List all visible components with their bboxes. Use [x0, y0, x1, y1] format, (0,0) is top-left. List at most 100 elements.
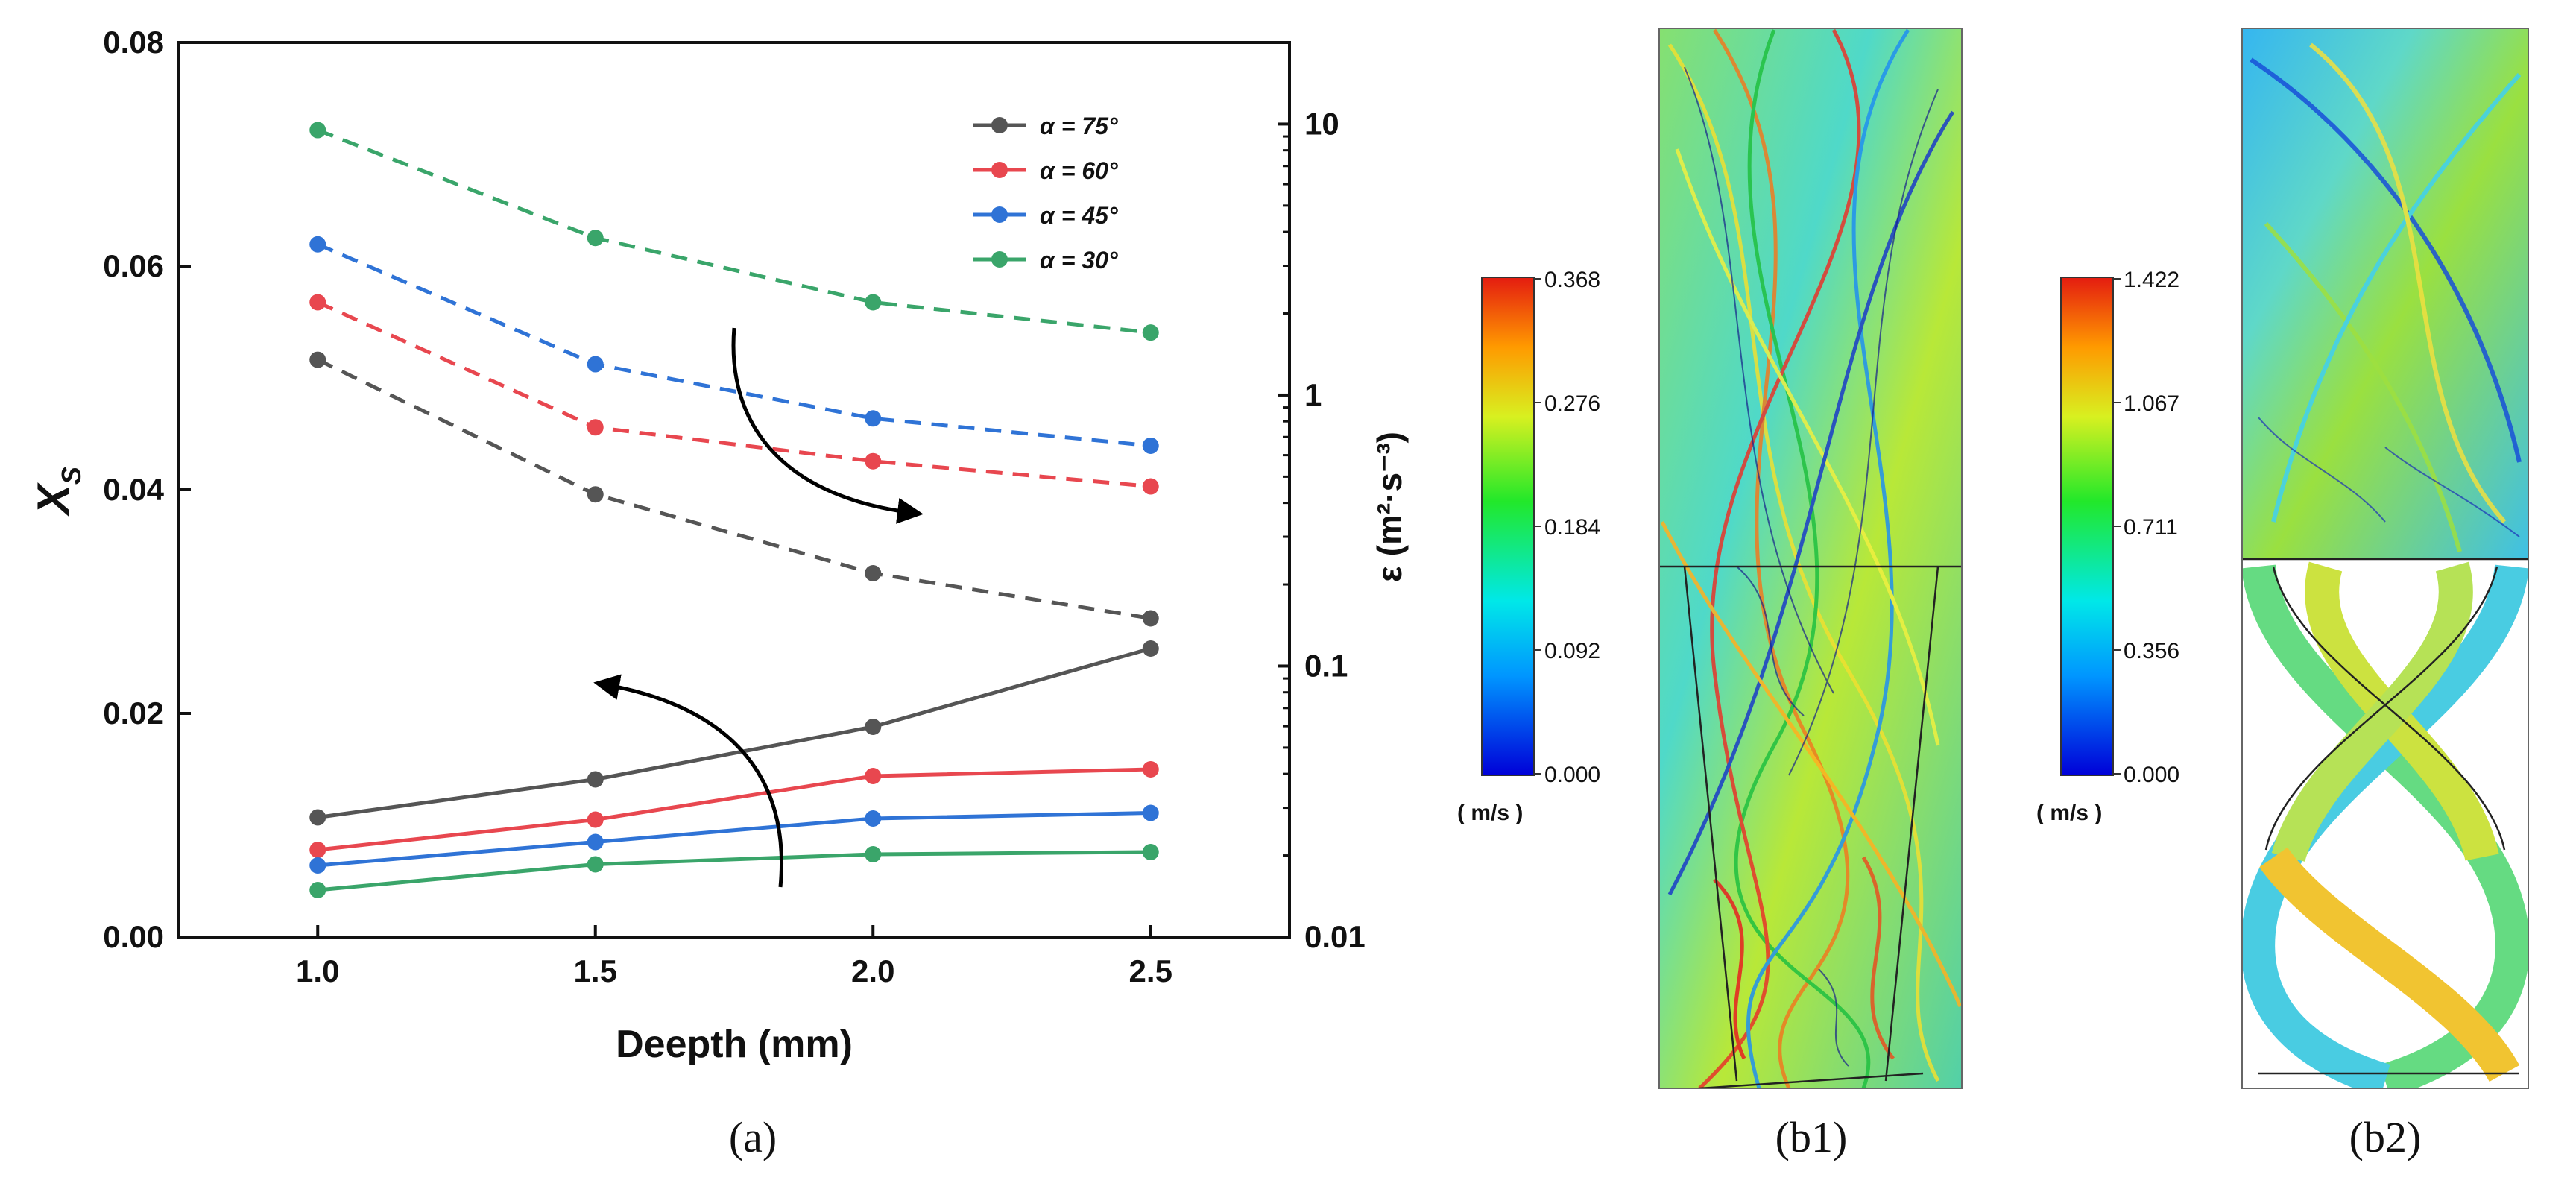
y-axis-label-right: ε (m²·s⁻³) [1370, 432, 1409, 582]
xs-point [309, 842, 326, 858]
epsilon-point [865, 294, 882, 311]
x-axis-label: Deepth (mm) [616, 1023, 853, 1066]
colorbar-b2: 1.422 1.067 0.711 0.356 0.000 ( m/s ) [2036, 268, 2179, 825]
colorbar-b2-tick: 0.000 [2124, 763, 2179, 787]
panel-label-a: (a) [729, 1113, 777, 1161]
xs-point [865, 768, 882, 784]
colorbar-b1-gradient [1481, 277, 1535, 776]
colorbar-b1-unit: ( m/s ) [1457, 801, 1523, 825]
legend-marker [991, 251, 1008, 268]
colorbar-b1-tick: 0.092 [1544, 639, 1600, 663]
epsilon-line-series-3 [317, 128, 1152, 335]
y-left-tick-label: 0.02 [103, 696, 164, 731]
streamline-contour-b1 [1659, 28, 1962, 1088]
svg-text:XS: XS [28, 467, 86, 517]
epsilon-point [309, 122, 326, 139]
xs-point [1142, 640, 1159, 657]
epsilon-point [1142, 437, 1159, 454]
y-left-tick-label: 0.08 [103, 25, 164, 60]
y-left-tick-label: 0.00 [103, 919, 164, 954]
epsilon-point [1142, 324, 1159, 341]
arrow-decreasing-alpha-dissipation [731, 327, 924, 524]
colorbar-b2-gradient [2060, 277, 2114, 776]
y-axis-label-left: XS [28, 467, 86, 517]
xs-point [309, 882, 326, 898]
y-left-tick-label: 0.06 [103, 248, 164, 283]
legend-marker [991, 162, 1008, 178]
xs-point [865, 846, 882, 862]
x-tick-label: 1.0 [296, 953, 339, 988]
y-right-tick-label: 1 [1304, 377, 1322, 412]
x-tick-label: 2.5 [1129, 953, 1172, 988]
legend: α = 75° α = 60° α = 45° α = 30° [973, 113, 1118, 274]
legend-label: α = 45° [1040, 202, 1118, 229]
colorbar-b2-ticks: 1.422 1.067 0.711 0.356 0.000 [2113, 268, 2179, 787]
epsilon-line-series-1 [317, 300, 1151, 489]
y-right-tick-label: 0.1 [1304, 648, 1348, 683]
colorbar-b2-unit: ( m/s ) [2036, 801, 2102, 825]
xs-line-series-3 [318, 850, 1151, 892]
streamline-contour-b2 [2242, 28, 2528, 1088]
xs-point [865, 810, 882, 827]
y-label-subscript: S [56, 467, 86, 485]
xs-line-series-0 [317, 646, 1152, 819]
xs-point [1142, 804, 1159, 821]
epsilon-point [1142, 478, 1159, 495]
plot-frame [177, 41, 1291, 939]
epsilon-point [865, 452, 882, 470]
legend-label: α = 30° [1040, 247, 1118, 274]
epsilon-line-series-0 [317, 358, 1152, 620]
xs-point [587, 833, 604, 851]
series-lines [317, 128, 1152, 892]
arrow-increasing-alpha-xs [593, 674, 783, 888]
epsilon-point [309, 351, 326, 368]
chart-panel-a: 1.0 1.5 2.0 2.5 0.00 0.02 0.04 0.06 0.08 0.01 0.1 1… [28, 25, 1409, 1161]
xs-line-series-1 [317, 767, 1151, 852]
epsilon-point [587, 230, 604, 247]
contour-b2-frame [2241, 28, 2529, 1089]
xs-line-series-2 [318, 811, 1151, 868]
series-points [309, 122, 1159, 898]
xs-point [309, 809, 326, 826]
xs-point [309, 857, 326, 874]
xs-point [587, 811, 604, 828]
epsilon-point [587, 356, 604, 373]
epsilon-point [1142, 610, 1159, 627]
epsilon-point [587, 486, 604, 503]
y-label-main: X [28, 482, 78, 517]
legend-marker [991, 117, 1008, 133]
colorbar-b1-ticks: 0.368 0.276 0.184 0.092 0.000 [1534, 268, 1600, 787]
xs-point [587, 771, 604, 788]
axis-ticks: 1.0 1.5 2.0 2.5 0.00 0.02 0.04 0.06 0.08 0.01 0.1 1… [103, 25, 1366, 988]
epsilon-point [309, 236, 326, 253]
legend-label: α = 60° [1040, 157, 1118, 184]
colorbar-b2-tick: 1.067 [2124, 391, 2179, 416]
contour-b1-frame [1658, 28, 1963, 1089]
epsilon-point [309, 294, 326, 311]
y-left-tick-label: 0.04 [103, 472, 164, 507]
colorbar-b2-tick: 0.711 [2124, 515, 2178, 540]
panel-label-b1: (b1) [1775, 1113, 1848, 1161]
y-right-tick-label: 0.01 [1304, 919, 1366, 954]
epsilon-point [865, 410, 882, 427]
colorbar-b1: 0.368 0.276 0.184 0.092 0.000 ( m/s ) [1457, 268, 1600, 825]
xs-point [587, 856, 604, 873]
colorbar-b1-tick: 0.276 [1544, 391, 1600, 416]
legend-label: α = 75° [1040, 113, 1118, 139]
legend-marker [991, 206, 1008, 223]
epsilon-point [865, 564, 882, 581]
y-right-tick-label: 10 [1304, 106, 1339, 141]
xs-point [1142, 844, 1159, 860]
colorbar-b1-tick: 0.000 [1544, 763, 1600, 787]
colorbar-b1-tick: 0.184 [1544, 515, 1600, 540]
panel-label-b2: (b2) [2349, 1113, 2422, 1161]
epsilon-line-series-2 [317, 242, 1151, 448]
xs-point [1142, 761, 1159, 778]
x-tick-label: 2.0 [851, 953, 894, 988]
epsilon-point [587, 419, 604, 436]
colorbar-b2-tick: 0.356 [2124, 639, 2179, 663]
x-tick-label: 1.5 [574, 953, 617, 988]
xs-point [865, 719, 882, 735]
colorbar-b2-tick: 1.422 [2124, 268, 2179, 292]
